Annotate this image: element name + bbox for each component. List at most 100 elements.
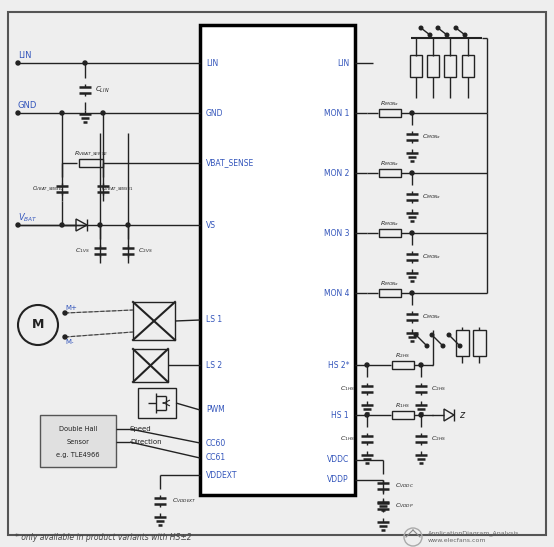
Text: $C_{VDDP}$: $C_{VDDP}$ — [395, 502, 414, 510]
Bar — [379, 169, 401, 177]
Text: www.elecfans.com: www.elecfans.com — [428, 538, 486, 544]
Text: MON 4: MON 4 — [324, 288, 349, 298]
Text: LS 2: LS 2 — [206, 360, 222, 370]
Bar — [410, 55, 422, 77]
Circle shape — [63, 335, 67, 339]
Text: $V_{BAT}$: $V_{BAT}$ — [18, 212, 38, 224]
Circle shape — [425, 344, 429, 348]
Text: * only available in product variants with HS±2: * only available in product variants wit… — [15, 532, 192, 542]
Text: $C_{VDDC}$: $C_{VDDC}$ — [395, 481, 414, 491]
Text: VDDEXT: VDDEXT — [206, 470, 238, 480]
Text: CC60: CC60 — [206, 439, 226, 447]
Text: VDDP: VDDP — [327, 475, 349, 485]
Circle shape — [419, 26, 423, 30]
Circle shape — [441, 344, 445, 348]
Bar — [133, 302, 175, 340]
Bar — [379, 289, 401, 297]
Bar — [392, 411, 414, 419]
Bar — [392, 361, 414, 369]
Text: $C_{1HS}$: $C_{1HS}$ — [340, 385, 355, 393]
Circle shape — [60, 223, 64, 227]
Bar — [473, 330, 485, 356]
Text: VBAT_SENSE: VBAT_SENSE — [206, 159, 254, 167]
Text: $C_{2HS}$: $C_{2HS}$ — [431, 434, 446, 444]
Bar — [138, 388, 176, 418]
Bar — [133, 349, 168, 382]
Circle shape — [83, 61, 87, 65]
Circle shape — [16, 111, 20, 115]
Text: $C_{VDDEXT}$: $C_{VDDEXT}$ — [172, 497, 197, 505]
Bar — [427, 55, 439, 77]
Text: $C_{LIN}$: $C_{LIN}$ — [95, 85, 110, 95]
Circle shape — [463, 33, 467, 37]
Text: MON 3: MON 3 — [324, 229, 349, 237]
Circle shape — [430, 333, 434, 337]
Bar — [462, 55, 474, 77]
Circle shape — [410, 291, 414, 295]
Text: $C_{2HS}$: $C_{2HS}$ — [431, 385, 446, 393]
Text: LS 1: LS 1 — [206, 316, 222, 324]
Text: GND: GND — [18, 102, 37, 110]
Bar — [379, 109, 401, 117]
Text: $C_{MONx}$: $C_{MONx}$ — [422, 253, 442, 261]
Text: $C_{MONx}$: $C_{MONx}$ — [422, 132, 442, 142]
Circle shape — [447, 333, 451, 337]
Text: LIN: LIN — [18, 51, 32, 61]
Text: $C_{MONx}$: $C_{MONx}$ — [422, 193, 442, 201]
Text: $z$: $z$ — [459, 410, 466, 420]
Text: $R_{MONx}$: $R_{MONx}$ — [380, 160, 400, 168]
Circle shape — [63, 311, 67, 315]
Text: M: M — [32, 318, 44, 331]
Circle shape — [101, 111, 105, 115]
Bar — [200, 25, 355, 495]
Text: $C_{2VS}$: $C_{2VS}$ — [138, 247, 153, 255]
Text: e.g. TLE4966: e.g. TLE4966 — [57, 452, 100, 458]
Circle shape — [365, 413, 369, 417]
Text: CC61: CC61 — [206, 453, 226, 463]
Text: $C_{VBAT\_SENSE2}$: $C_{VBAT\_SENSE2}$ — [32, 185, 64, 194]
Text: $C_{1VS}$: $C_{1VS}$ — [75, 247, 90, 255]
Text: $C_{VBAT\_SENSE1}$: $C_{VBAT\_SENSE1}$ — [101, 185, 134, 194]
Text: Direction: Direction — [130, 439, 162, 445]
Bar — [79, 159, 103, 167]
Circle shape — [436, 26, 440, 30]
Text: MON 1: MON 1 — [324, 108, 349, 118]
Circle shape — [414, 333, 418, 337]
Text: $R_{MONx}$: $R_{MONx}$ — [380, 280, 400, 288]
Circle shape — [98, 223, 102, 227]
Text: HS 1: HS 1 — [331, 410, 349, 420]
Text: $R_{MONx}$: $R_{MONx}$ — [380, 100, 400, 108]
Circle shape — [365, 363, 369, 367]
Circle shape — [16, 223, 20, 227]
Circle shape — [458, 344, 462, 348]
Text: LIN: LIN — [206, 59, 218, 67]
Circle shape — [428, 33, 432, 37]
Text: VS: VS — [206, 220, 216, 230]
Circle shape — [126, 223, 130, 227]
Text: $R_{1HS}$: $R_{1HS}$ — [396, 401, 411, 410]
Text: $R_{MONx}$: $R_{MONx}$ — [380, 219, 400, 229]
Text: Sensor: Sensor — [66, 439, 89, 445]
Circle shape — [454, 26, 458, 30]
Text: $R_{VBAT\_SENSE}$: $R_{VBAT\_SENSE}$ — [74, 150, 108, 159]
Bar — [40, 415, 116, 467]
Text: M+: M+ — [65, 305, 77, 311]
Circle shape — [419, 413, 423, 417]
Text: $R_{2HS}$: $R_{2HS}$ — [396, 352, 411, 360]
Text: Double Hall: Double Hall — [59, 426, 97, 432]
Text: MON 2: MON 2 — [324, 168, 349, 177]
Circle shape — [60, 111, 64, 115]
Circle shape — [410, 231, 414, 235]
Text: PWM: PWM — [206, 405, 225, 415]
Text: Speed: Speed — [130, 426, 152, 432]
Text: LIN: LIN — [337, 59, 349, 67]
Bar — [444, 55, 456, 77]
Circle shape — [410, 171, 414, 175]
Text: VDDC: VDDC — [327, 456, 349, 464]
Text: $C_{1HS}$: $C_{1HS}$ — [340, 434, 355, 444]
Bar — [455, 330, 469, 356]
Text: HS 2*: HS 2* — [327, 360, 349, 370]
Text: GND: GND — [206, 108, 223, 118]
Bar — [379, 229, 401, 237]
Text: $C_{MONx}$: $C_{MONx}$ — [422, 312, 442, 322]
